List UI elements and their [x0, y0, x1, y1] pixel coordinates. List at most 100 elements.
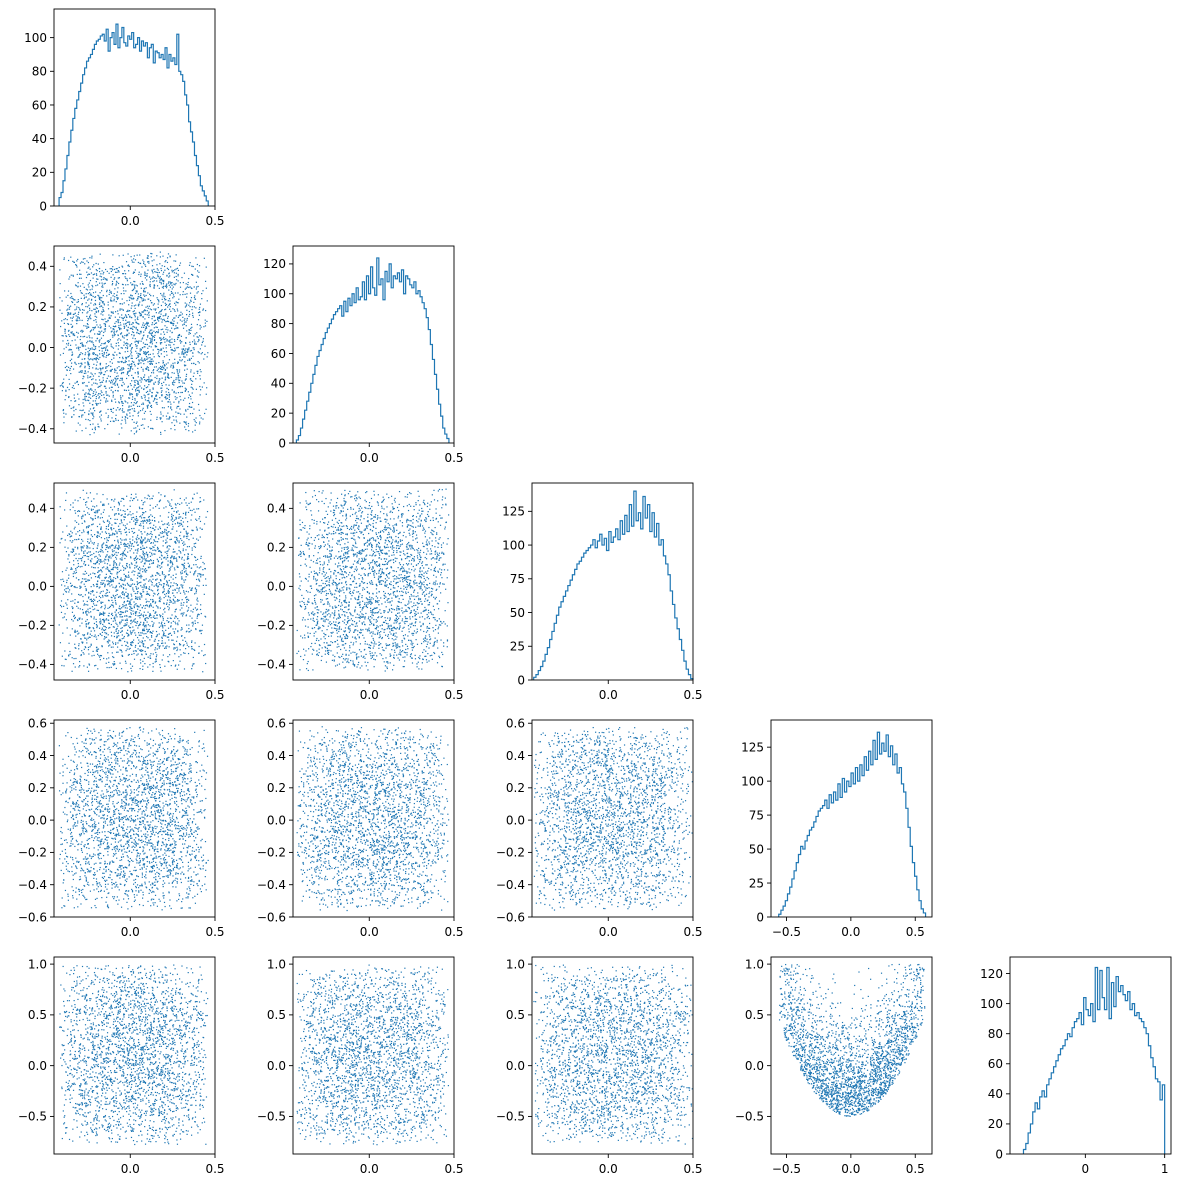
scatter-point — [83, 552, 85, 554]
scatter-point — [189, 413, 192, 415]
scatter-point — [111, 652, 113, 654]
scatter-point — [136, 405, 139, 407]
scatter-point — [177, 327, 179, 329]
scatter-point — [144, 640, 146, 642]
scatter-point — [130, 351, 133, 353]
scatter-point — [88, 352, 90, 354]
scatter-point — [117, 542, 119, 544]
scatter-point — [163, 367, 165, 369]
scatter-point — [103, 614, 105, 616]
scatter-point — [97, 576, 100, 578]
scatter-point — [106, 278, 108, 280]
scatter-point — [163, 271, 165, 273]
scatter-point — [193, 493, 195, 495]
scatter-point — [130, 642, 133, 644]
scatter-point — [159, 378, 161, 380]
scatter-point — [161, 294, 163, 296]
scatter-point — [146, 400, 148, 402]
scatter-point — [171, 271, 173, 273]
scatter-point — [138, 428, 141, 430]
scatter-point — [100, 569, 102, 571]
scatter-point — [186, 558, 188, 560]
scatter-point — [198, 338, 200, 341]
scatter-point — [198, 339, 200, 341]
scatter-point — [110, 315, 112, 317]
scatter-point — [94, 427, 96, 429]
scatter-point — [65, 619, 68, 621]
scatter-point — [173, 309, 175, 311]
scatter-point — [164, 365, 166, 367]
scatter-point — [159, 417, 161, 419]
scatter-point — [168, 289, 170, 291]
scatter-point — [86, 315, 88, 318]
scatter-point — [106, 289, 108, 291]
scatter-point — [195, 422, 197, 424]
scatter-point — [102, 273, 104, 275]
scatter-point — [64, 585, 66, 587]
scatter-point — [145, 391, 148, 393]
scatter-point — [139, 315, 141, 317]
scatter-point — [139, 330, 141, 333]
x-tick-label: 0.5 — [205, 451, 224, 465]
scatter-point — [68, 329, 70, 332]
scatter-point — [190, 379, 192, 382]
scatter-point — [149, 363, 151, 365]
scatter-point — [185, 351, 187, 353]
scatter-point — [122, 402, 124, 405]
scatter-point — [170, 290, 173, 293]
scatter-point — [160, 269, 163, 272]
scatter-point — [104, 278, 107, 280]
scatter-point — [168, 579, 170, 582]
scatter-point — [117, 547, 119, 549]
scatter-point — [155, 345, 157, 347]
scatter-point — [186, 293, 188, 295]
scatter-point — [127, 371, 129, 374]
scatter-point — [204, 325, 207, 327]
scatter-point — [120, 400, 123, 403]
scatter-point — [94, 373, 96, 375]
scatter-point — [138, 273, 140, 276]
scatter-point — [67, 534, 69, 537]
scatter-point — [85, 589, 87, 592]
scatter-point — [125, 591, 127, 593]
scatter-point — [139, 645, 141, 647]
scatter-point — [98, 372, 100, 374]
scatter-point — [155, 636, 157, 638]
scatter-point — [197, 276, 199, 278]
scatter-point — [67, 294, 69, 297]
scatter-point — [178, 620, 180, 622]
scatter-point — [139, 333, 141, 335]
scatter-point — [69, 369, 71, 371]
scatter-point — [181, 539, 183, 542]
scatter-point — [147, 553, 149, 556]
scatter-point — [118, 319, 120, 321]
scatter-point — [173, 555, 175, 558]
scatter-point — [175, 616, 177, 618]
scatter-point — [106, 498, 108, 500]
scatter-point — [156, 504, 158, 506]
scatter-point — [77, 332, 79, 334]
scatter-point — [171, 382, 174, 384]
scatter-point — [102, 319, 104, 321]
scatter-point — [110, 297, 112, 299]
scatter-point — [146, 554, 149, 556]
scatter-point — [152, 272, 154, 274]
scatter-point — [176, 338, 179, 340]
scatter-point — [164, 299, 166, 301]
scatter-point — [171, 322, 173, 325]
scatter-point — [148, 580, 150, 582]
scatter-point — [137, 298, 139, 300]
scatter-point — [196, 566, 198, 568]
scatter-point — [158, 351, 160, 353]
scatter-point — [158, 550, 160, 553]
scatter-point — [108, 606, 111, 609]
scatter-point — [85, 588, 87, 590]
scatter-point — [158, 645, 160, 648]
scatter-point — [72, 313, 74, 316]
scatter-point — [131, 393, 133, 395]
scatter-point — [172, 362, 174, 364]
scatter-point — [167, 388, 170, 391]
scatter-point — [100, 418, 102, 420]
scatter-point — [177, 624, 179, 626]
scatter-point — [163, 596, 165, 599]
